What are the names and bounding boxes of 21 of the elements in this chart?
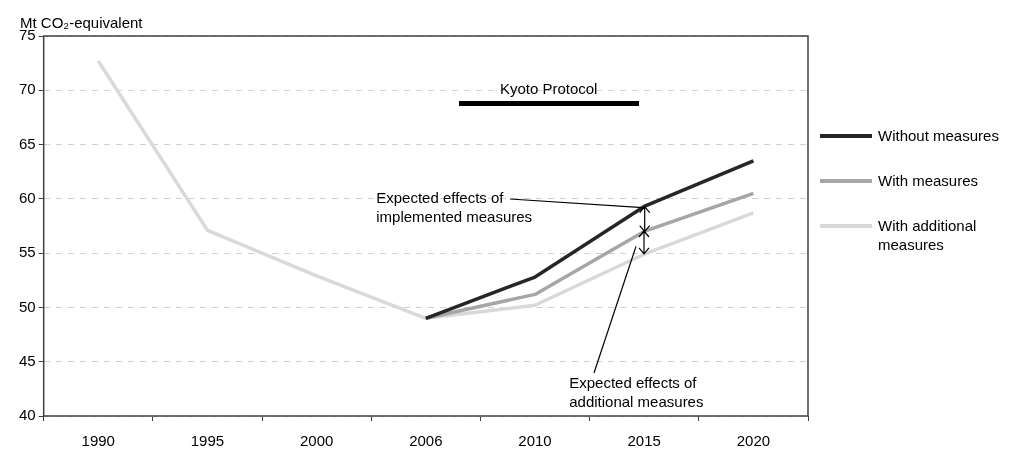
x-tick-label: 1995: [190, 432, 225, 450]
annotation: Kyoto Protocol: [499, 80, 598, 98]
annotation: Expected effects of additional measures: [569, 373, 704, 410]
y-tick-label: 60: [19, 189, 36, 206]
y-tick-label: 55: [19, 243, 36, 261]
y-tick-label: 45: [19, 351, 36, 369]
x-tick-label: 2006: [409, 432, 443, 450]
y-axis-title: Mt CO₂-equivalent: [20, 13, 144, 31]
x-tick-label: 2000: [299, 432, 334, 450]
legend-label: Without measures: [878, 126, 999, 145]
y-tick-label: 65: [19, 134, 36, 152]
legend-label: With measures: [878, 171, 979, 190]
y-tick-label: 50: [19, 297, 36, 315]
y-tick-label: 70: [19, 80, 36, 98]
x-tick-label: 2010: [518, 432, 552, 450]
x-tick-label: 2015: [627, 432, 661, 450]
annotation: Expected effects of implemented measures: [376, 189, 533, 225]
x-tick-label: 2020: [736, 432, 771, 450]
x-tick-label: 1990: [81, 432, 115, 450]
y-tick-label: 40: [19, 406, 36, 424]
legend-label: With additional measures: [878, 216, 978, 254]
